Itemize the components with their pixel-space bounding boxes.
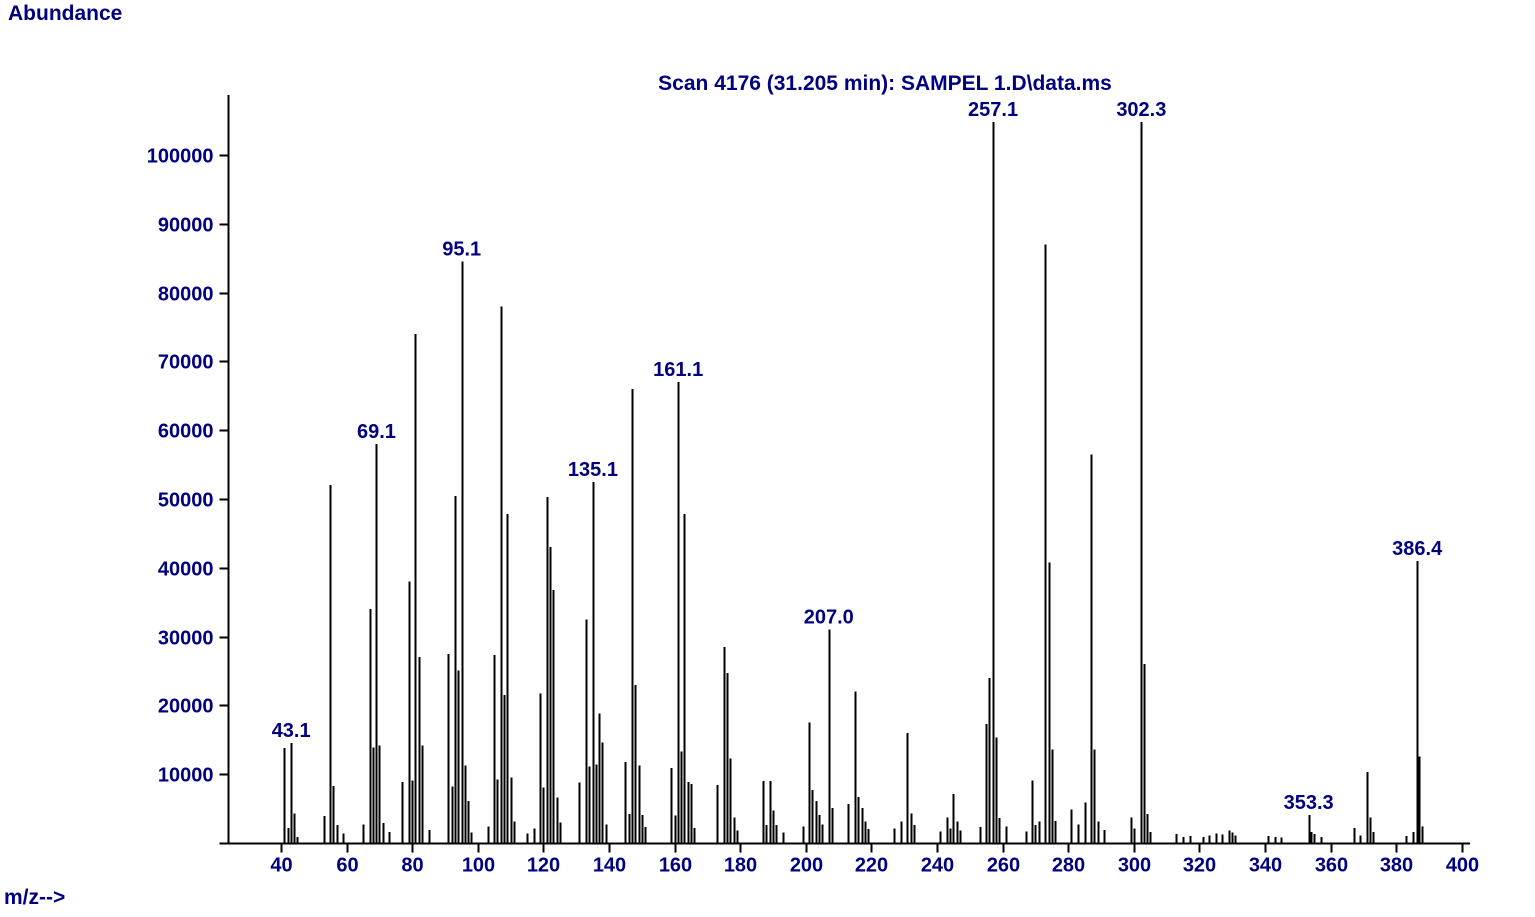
x-tick-label: 220	[855, 855, 888, 877]
peak-label: 43.1	[272, 720, 311, 742]
peak-label: 161.1	[653, 359, 703, 381]
x-tick-label: 360	[1315, 855, 1348, 877]
x-tick-label: 140	[593, 855, 626, 877]
peak-label: 135.1	[568, 459, 618, 481]
x-tick-label: 120	[527, 855, 560, 877]
x-tick-label: 80	[401, 855, 423, 877]
x-tick-label: 240	[921, 855, 954, 877]
y-tick-label: 20000	[158, 696, 214, 718]
x-axis-title: m/z-->	[4, 886, 66, 909]
peak-label: 207.0	[804, 607, 854, 629]
y-tick-label: 80000	[158, 284, 214, 306]
x-tick-label: 400	[1446, 855, 1479, 877]
y-tick-label: 40000	[158, 559, 214, 581]
peak-label: 69.1	[357, 421, 396, 443]
x-tick-label: 340	[1249, 855, 1282, 877]
x-tick-label: 200	[790, 855, 823, 877]
x-tick-label: 160	[659, 855, 692, 877]
y-tick-label: 10000	[158, 765, 214, 787]
x-tick-label: 380	[1380, 855, 1413, 877]
x-tick-label: 40	[270, 855, 292, 877]
peak-label: 353.3	[1284, 792, 1334, 814]
x-tick-label: 60	[336, 855, 358, 877]
y-tick-label: 70000	[158, 352, 214, 374]
y-axis-title: Abundance	[8, 2, 123, 25]
peak-label: 302.3	[1116, 99, 1166, 121]
x-tick-label: 260	[987, 855, 1020, 877]
y-tick-label: 90000	[158, 215, 214, 237]
y-tick-label: 100000	[147, 146, 214, 168]
x-tick-label: 320	[1183, 855, 1216, 877]
peak-label: 386.4	[1392, 538, 1443, 560]
x-tick-label: 300	[1118, 855, 1151, 877]
x-tick-label: 280	[1052, 855, 1085, 877]
x-tick-label: 100	[462, 855, 495, 877]
y-tick-label: 50000	[158, 490, 214, 512]
chart-title: Scan 4176 (31.205 min): SAMPEL 1.D\data.…	[658, 72, 1112, 95]
y-tick-label: 60000	[158, 421, 214, 443]
y-tick-label: 30000	[158, 628, 214, 650]
peak-label: 95.1	[442, 239, 481, 261]
peak-label: 257.1	[968, 99, 1018, 121]
x-tick-label: 180	[724, 855, 757, 877]
